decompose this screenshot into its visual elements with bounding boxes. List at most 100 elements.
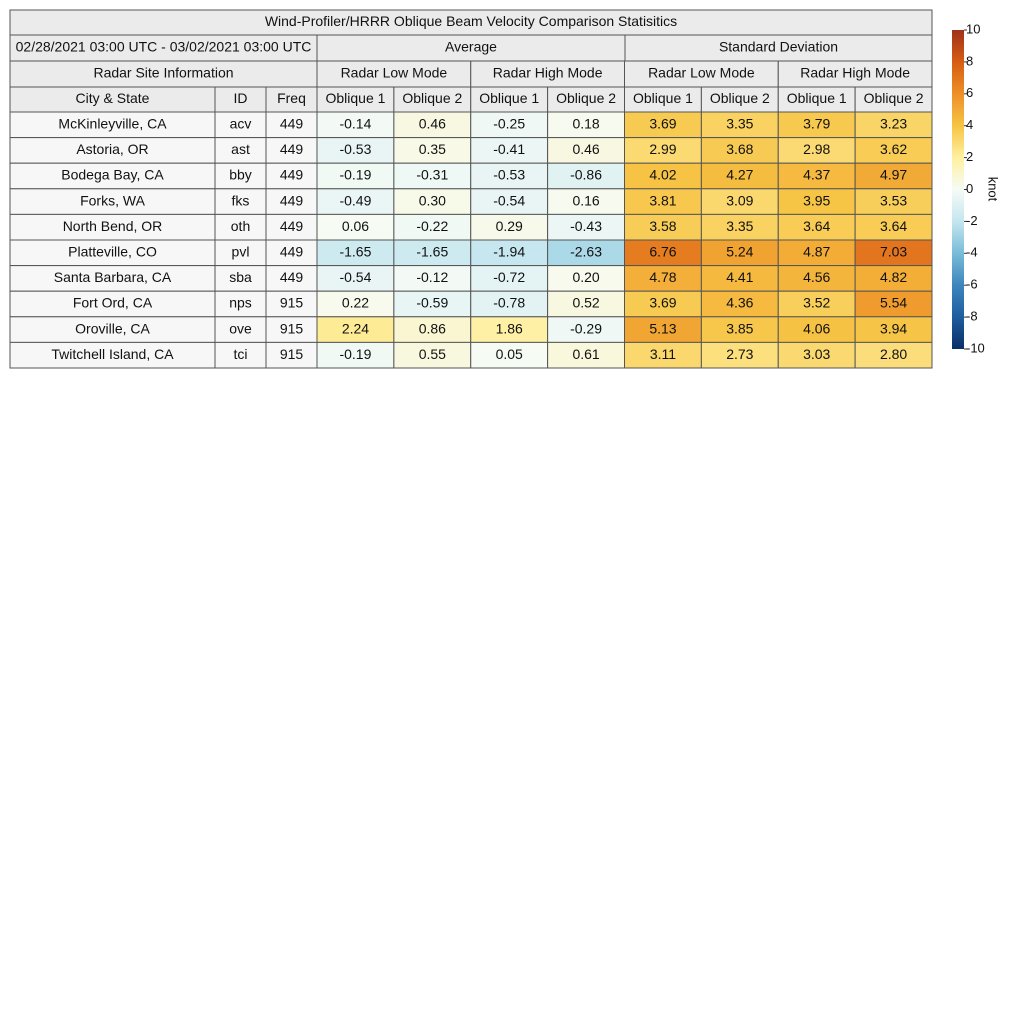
value-cell-bg [470,213,549,241]
colorbar-tick-label: 10 [966,21,980,36]
value-cell: -0.12 [416,269,448,285]
value-cell: 3.09 [726,192,753,208]
column-header: Oblique 2 [864,90,924,106]
column-header-bg [854,86,933,113]
period-bg [9,34,318,62]
site-cell: 915 [280,295,304,311]
value-cell: 3.81 [649,192,676,208]
column-header: Oblique 1 [787,90,847,106]
value-cell-bg [777,239,856,267]
colorbar-tick-label: 4 [966,117,973,132]
value-cell: 3.68 [726,141,753,157]
value-cell: -0.49 [339,192,371,208]
value-cell: -0.29 [570,320,602,336]
column-header: Oblique 1 [325,90,385,106]
value-cell: 0.35 [419,141,446,157]
value-cell-bg [854,111,933,139]
value-cell-bg [624,316,702,343]
site-cell: pvl [232,244,250,260]
site-cell: sba [229,269,252,285]
site-cell: ast [231,141,250,157]
site-cell: oth [231,218,250,234]
value-cell-bg [700,341,779,369]
value-cell: -0.22 [416,218,448,234]
value-cell: 4.37 [803,167,830,183]
site-cell: 449 [280,218,304,234]
value-cell: 0.20 [572,269,599,285]
value-cell: 0.52 [572,295,599,311]
colorbar-tick-label: -6 [966,277,978,292]
column-header: Oblique 1 [479,90,539,106]
value-cell-bg [624,111,702,139]
site-cell: ove [229,320,252,336]
value-cell-bg [316,316,395,343]
value-cell: 4.27 [726,167,753,183]
value-cell-bg [854,137,933,164]
value-cell-bg [470,239,549,267]
value-cell-bg [700,137,779,164]
site-cell-bg [265,341,318,369]
site-cell-bg [214,111,267,139]
value-cell-bg [393,265,472,292]
value-cell: 0.46 [419,116,446,132]
value-cell-bg [854,341,933,369]
value-cell: -0.41 [493,141,525,157]
colorbar-tick-label: 0 [966,181,973,196]
value-cell-bg [470,290,549,318]
value-cell: 0.06 [342,218,369,234]
value-cell-bg [854,316,933,343]
column-header-bg [265,86,318,113]
site-cell: acv [230,116,252,132]
site-cell-bg [214,213,267,241]
value-cell-bg [624,213,702,241]
value-cell: 3.52 [803,295,830,311]
site-cell: McKinleyville, CA [58,116,167,132]
mode-header-bg [624,60,779,88]
value-cell-bg [624,162,702,190]
value-cell-bg [547,341,625,369]
site-cell: 915 [280,320,304,336]
value-cell: 4.82 [880,269,907,285]
value-cell-bg [470,137,549,164]
value-cell: 1.86 [496,320,523,336]
column-header-bg [700,86,779,113]
colorbar-label: knot [986,177,1001,202]
group-header: Standard Deviation [719,39,838,55]
value-cell: 4.97 [880,167,907,183]
value-cell-bg [316,239,395,267]
column-header-bg [547,86,625,113]
value-cell: 4.87 [803,244,830,260]
mode-header: Radar High Mode [493,65,603,81]
site-cell-bg [214,265,267,292]
value-cell: 2.24 [342,320,369,336]
value-cell: 2.99 [649,141,676,157]
colorbar-tick-label: -2 [966,213,978,228]
value-cell: 4.78 [649,269,676,285]
site-cell-bg [265,188,318,215]
value-cell: -0.59 [416,295,448,311]
group-header-bg [624,34,933,62]
value-cell: 3.23 [880,116,907,132]
site-cell: tci [234,346,248,362]
value-cell: 3.85 [726,320,753,336]
value-cell: 3.35 [726,116,753,132]
column-header: Oblique 1 [633,90,693,106]
value-cell-bg [316,341,395,369]
value-cell-bg [777,265,856,292]
value-cell-bg [624,290,702,318]
period: 02/28/2021 03:00 UTC - 03/02/2021 03:00 … [16,39,312,55]
value-cell: 4.36 [726,295,753,311]
site-cell: Santa Barbara, CA [54,269,172,285]
site-cell: Bodega Bay, CA [61,167,164,183]
site-cell: nps [229,295,252,311]
value-cell: -0.54 [493,192,525,208]
value-cell-bg [393,290,472,318]
site-cell-bg [9,188,216,215]
site-cell-bg [9,239,216,267]
site-cell-bg [214,290,267,318]
site-cell-bg [214,341,267,369]
site-cell-bg [9,162,216,190]
value-cell: 3.03 [803,346,830,362]
site-cell-bg [9,111,216,139]
site-cell: Astoria, OR [76,141,148,157]
